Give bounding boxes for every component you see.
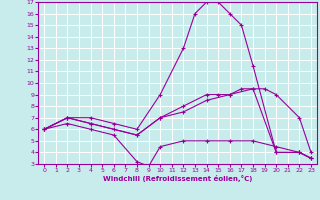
X-axis label: Windchill (Refroidissement éolien,°C): Windchill (Refroidissement éolien,°C): [103, 175, 252, 182]
